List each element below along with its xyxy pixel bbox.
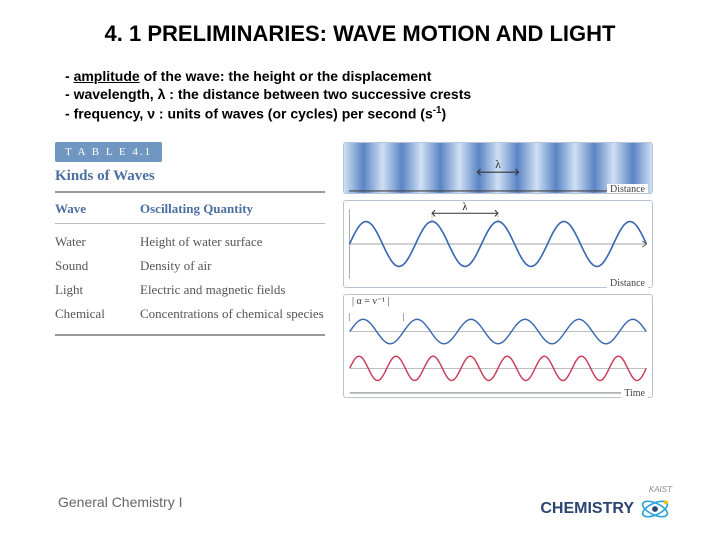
def-prefix: -	[65, 106, 74, 122]
term-amplitude: amplitude	[74, 68, 140, 84]
table-header: Wave Oscillating Quantity	[55, 201, 325, 217]
cell-quantity: Height of water surface	[140, 234, 325, 250]
def-wavelength: - wavelength, λ : the distance between t…	[65, 85, 665, 104]
annotation-alpha: | α = ν⁻¹ |	[352, 296, 390, 307]
cell-wave: Chemical	[55, 306, 140, 322]
table-row: WaterHeight of water surface	[55, 230, 325, 254]
table-kinds-of-waves: T A B L E 4.1 Kinds of Waves Wave Oscill…	[55, 142, 325, 398]
axis-distance: Distance	[607, 184, 648, 194]
table-row: SoundDensity of air	[55, 254, 325, 278]
atom-icon	[638, 494, 672, 524]
graphs-column: λ Distance λ Distance | α = ν⁻¹ | Time	[343, 142, 653, 398]
cell-wave: Light	[55, 282, 140, 298]
logo-word: CHEMISTRY	[540, 500, 634, 518]
cell-quantity: Electric and magnetic fields	[140, 282, 325, 298]
stripe-diagram: λ Distance	[343, 142, 653, 194]
axis-distance: Distance	[607, 278, 648, 289]
cell-wave: Sound	[55, 258, 140, 274]
axis-time: Time	[621, 388, 648, 399]
footer-course: General Chemistry I	[58, 494, 182, 510]
table-row: ChemicalConcentrations of chemical speci…	[55, 302, 325, 326]
definitions-block: - amplitude of the wave: the height or t…	[55, 67, 665, 124]
svg-text:λ: λ	[463, 202, 468, 213]
table-row: LightElectric and magnetic fields	[55, 278, 325, 302]
term-wavelength: wavelength, λ	[74, 86, 166, 102]
logo: KAIST CHEMISTRY	[540, 485, 672, 524]
term-frequency: frequency, ν	[74, 106, 155, 122]
def-prefix: -	[65, 86, 74, 102]
cell-quantity: Density of air	[140, 258, 325, 274]
logo-institution: KAIST	[540, 485, 672, 494]
def-text: of the wave: the height or the displacem…	[140, 68, 432, 84]
def-text: : units of waves (or cycles) per second …	[155, 106, 433, 122]
def-prefix: -	[65, 68, 74, 84]
wave-pair-diagram: | α = ν⁻¹ | Time	[343, 294, 653, 398]
col-wave: Wave	[55, 201, 140, 217]
def-text: : the distance between two successive cr…	[165, 86, 471, 102]
wave-blue-diagram: λ Distance	[343, 200, 653, 288]
cell-quantity: Concentrations of chemical species	[140, 306, 325, 322]
cell-wave: Water	[55, 234, 140, 250]
table-title: Kinds of Waves	[55, 168, 325, 185]
def-amplitude: - amplitude of the wave: the height or t…	[65, 67, 665, 86]
def-text: )	[441, 106, 446, 122]
col-oscillating: Oscillating Quantity	[140, 201, 325, 217]
svg-text:λ: λ	[495, 159, 501, 171]
def-frequency: - frequency, ν : units of waves (or cycl…	[65, 104, 665, 124]
table-badge: T A B L E 4.1	[55, 142, 162, 162]
slide-title: 4. 1 PRELIMINARIES: WAVE MOTION AND LIGH…	[55, 20, 665, 49]
